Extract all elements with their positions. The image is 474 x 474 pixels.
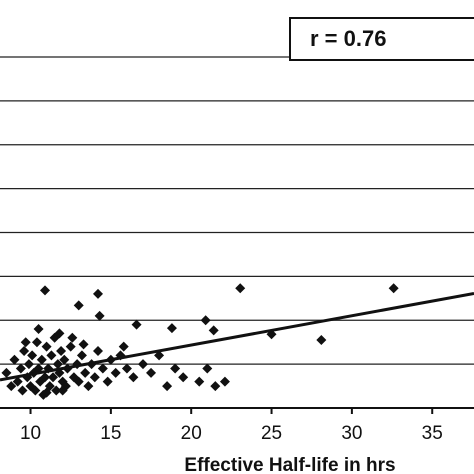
x-tick-label: 25 — [261, 423, 282, 444]
point — [128, 372, 139, 383]
point — [166, 323, 177, 334]
point — [57, 385, 68, 396]
point — [194, 376, 205, 387]
point — [73, 300, 84, 311]
point — [39, 372, 50, 383]
point — [12, 376, 23, 387]
point — [131, 319, 142, 330]
point — [178, 372, 189, 383]
point — [9, 354, 20, 365]
point — [6, 381, 17, 392]
point — [30, 385, 41, 396]
point — [93, 345, 104, 356]
point — [94, 310, 105, 321]
point — [110, 367, 121, 378]
x-tick-label: 35 — [422, 423, 443, 444]
point — [170, 363, 181, 374]
point — [208, 325, 219, 336]
point — [39, 285, 50, 296]
point — [202, 363, 213, 374]
annotation: r = 0.76 — [310, 26, 386, 51]
point — [219, 376, 230, 387]
point — [138, 359, 149, 370]
point — [56, 345, 67, 356]
point — [162, 381, 173, 392]
point — [17, 385, 28, 396]
point — [76, 350, 87, 361]
point — [80, 367, 91, 378]
point — [27, 350, 38, 361]
annotation-box — [289, 17, 474, 61]
point — [1, 367, 12, 378]
x-axis-label: Effective Half-life in hrs — [184, 455, 395, 474]
point — [41, 387, 52, 398]
x-tick-label: 15 — [100, 423, 121, 444]
point — [121, 363, 132, 374]
point — [97, 363, 108, 374]
point — [388, 283, 399, 294]
point — [89, 372, 100, 383]
point — [235, 283, 246, 294]
point — [210, 381, 221, 392]
point — [316, 335, 327, 345]
point — [46, 350, 57, 361]
point — [31, 337, 42, 348]
point — [146, 367, 157, 378]
x-tick-label: 20 — [181, 423, 202, 444]
trend-line — [0, 292, 474, 382]
point — [36, 354, 47, 365]
point — [19, 345, 30, 356]
point — [48, 372, 59, 383]
point — [15, 363, 26, 374]
x-tick-label: 10 — [20, 423, 41, 444]
point — [33, 324, 44, 335]
point — [54, 328, 65, 339]
point — [73, 376, 84, 387]
point — [51, 385, 62, 396]
x-tick-label: 30 — [341, 423, 362, 444]
point — [23, 359, 34, 370]
point — [59, 354, 70, 365]
point — [52, 359, 63, 370]
point — [41, 341, 52, 352]
point — [65, 341, 76, 352]
point — [78, 339, 89, 350]
point — [93, 288, 104, 299]
point — [83, 381, 94, 392]
point — [200, 315, 211, 326]
point — [118, 341, 129, 352]
point — [102, 376, 113, 387]
point — [67, 332, 78, 343]
point — [20, 337, 31, 348]
